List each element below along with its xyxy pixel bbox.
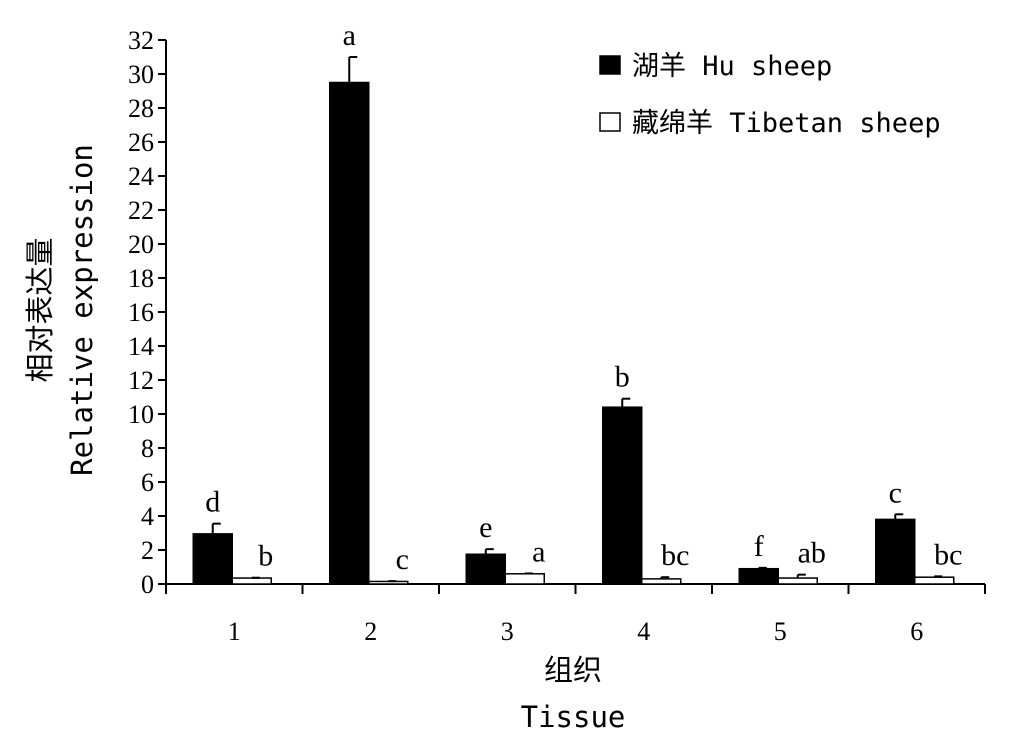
bar (192, 533, 233, 585)
y-tick-label: 22 (128, 196, 154, 225)
legend-swatch (599, 112, 621, 132)
y-tick-label: 2 (141, 536, 154, 565)
legend: 湖羊 Hu sheep 藏绵羊 Tibetan sheep (599, 51, 941, 139)
bar (602, 406, 643, 585)
bar (641, 578, 682, 585)
significance-label: bc (661, 539, 689, 572)
y-axis-title-en: Relative expression (65, 144, 99, 476)
y-tick-label: 12 (128, 366, 154, 395)
y-tick-label: 8 (141, 434, 154, 463)
y-tick-label: 26 (128, 128, 154, 157)
bar (504, 573, 545, 585)
significance-label: ab (798, 537, 826, 570)
significance-label: a (343, 19, 356, 52)
y-tick-label: 4 (141, 502, 154, 531)
x-tick-label: 1 (228, 617, 241, 646)
y-tick-label: 18 (128, 264, 154, 293)
significance-label: c (396, 543, 409, 576)
axes (158, 39, 986, 594)
y-tick-label: 24 (128, 162, 154, 191)
y-axis-title-cn: 相对表达量 (23, 237, 57, 382)
y-tick-label: 28 (128, 94, 154, 123)
significance-label: b (258, 540, 273, 573)
y-tick-label: 6 (141, 468, 154, 497)
legend-swatch (599, 55, 621, 75)
legend-label: 藏绵羊 Tibetan sheep (632, 108, 941, 139)
bar (875, 518, 916, 585)
y-tick-label: 30 (128, 60, 154, 89)
significance-label: b (615, 361, 630, 394)
legend-label: 湖羊 Hu sheep (632, 51, 832, 82)
bar (465, 553, 506, 585)
x-tick-label: 4 (637, 617, 650, 646)
significance-label: c (889, 476, 902, 509)
y-tick-label: 14 (128, 332, 154, 361)
x-tick-label: 3 (501, 617, 514, 646)
y-tick-label: 16 (128, 298, 154, 327)
significance-label: d (205, 486, 220, 519)
significance-label: f (754, 530, 764, 563)
bars (192, 56, 955, 585)
significance-label: bc (934, 538, 962, 571)
x-axis-title-en: Tissue (521, 700, 626, 734)
bar (914, 576, 955, 585)
y-tick-label: 0 (141, 570, 154, 599)
bar (738, 567, 779, 585)
bar (231, 577, 272, 585)
y-tick-label: 20 (128, 230, 154, 259)
y-tick-label: 32 (128, 26, 154, 55)
y-tick-label: 10 (128, 400, 154, 429)
bar (777, 577, 818, 585)
significance-label: e (479, 511, 492, 544)
significance-label: a (532, 535, 545, 568)
x-tick-label: 5 (774, 617, 787, 646)
x-axis-title-cn: 组织 (544, 653, 602, 687)
bar (329, 81, 370, 585)
x-tick-label: 2 (364, 617, 377, 646)
x-tick-label: 6 (910, 617, 923, 646)
